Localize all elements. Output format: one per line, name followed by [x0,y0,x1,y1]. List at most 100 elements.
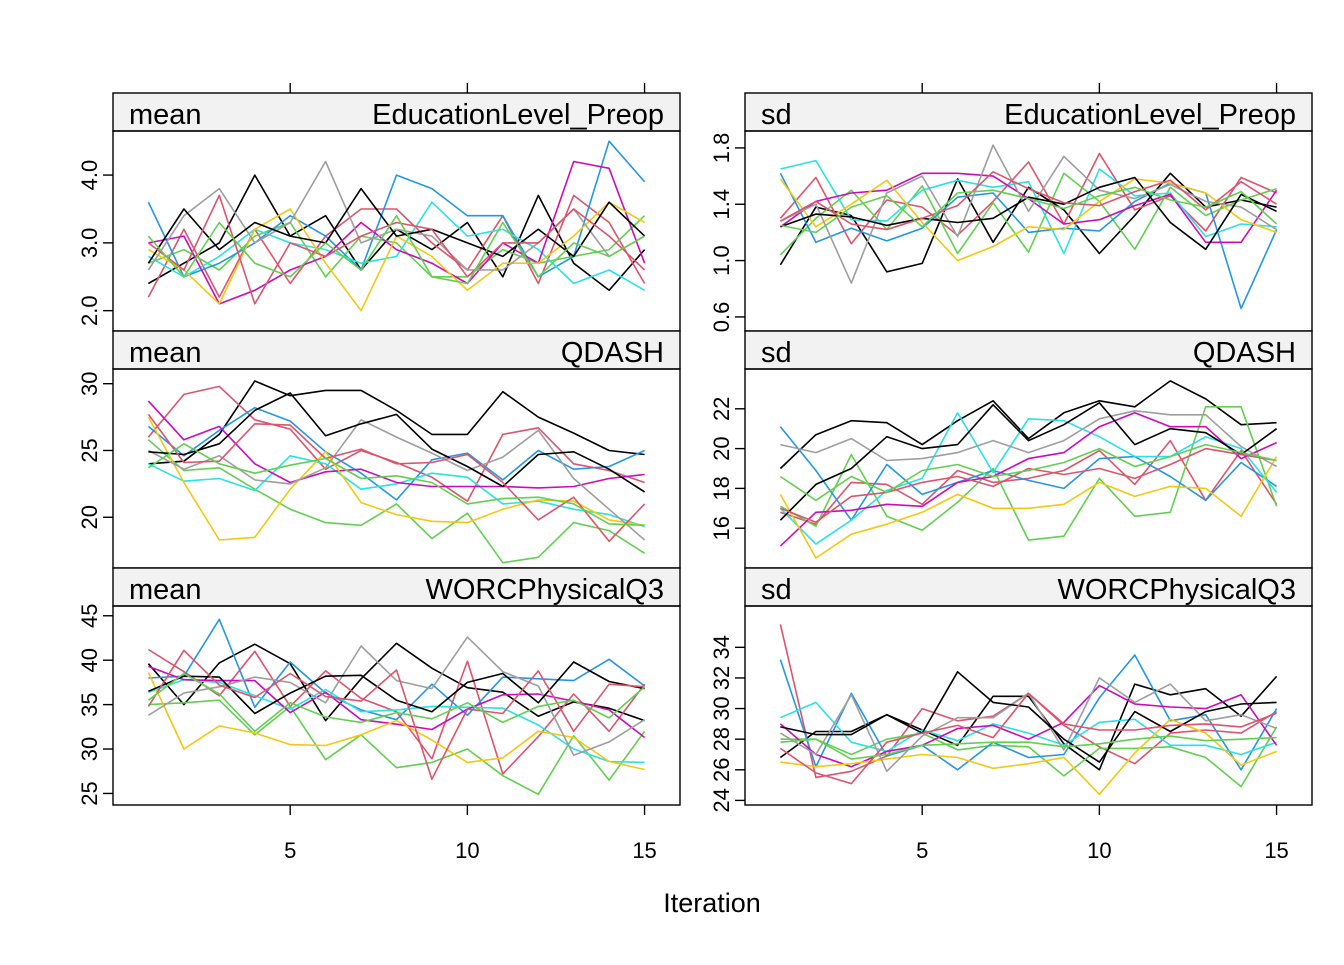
y-tick-label: 1.8 [709,133,734,164]
series-line-11 [147,672,646,733]
strip-variable-label: WORCPhysicalQ3 [426,574,665,606]
y-tick-label: 1.4 [709,189,734,220]
panel-sd-qdash: sd QDASH 16 18 20 22 [709,330,1313,569]
series-line-9 [779,401,1278,521]
series-line-8 [148,418,646,541]
y-tick-label: 25 [77,438,102,462]
y-tick-label: 1.0 [709,245,734,276]
series-line-8 [780,409,1277,468]
series-line-3 [780,405,1278,541]
strip-variable-label: EducationLevel_Preop [372,99,664,131]
series-lines [147,140,646,312]
series-line-5 [780,701,1277,756]
series-line-2 [147,194,646,298]
series-lines [779,380,1278,559]
x-tick-label: 5 [284,838,296,863]
series-line-3 [779,172,1277,256]
x-tick-label: 15 [632,838,656,863]
y-tick-label: 3.0 [77,228,102,259]
y-tick-label: 28 [709,727,734,751]
series-line-7 [779,178,1277,262]
strip-stat-label: mean [129,99,202,131]
series-line-1 [779,675,1278,771]
panel-mean-qdash: mean QDASH 20 25 30 [77,330,681,569]
series-line-2 [147,648,646,775]
series-line-9 [147,187,646,264]
series-line-3 [780,726,1278,788]
series-line-4 [148,618,646,721]
series-line-5 [148,454,645,528]
series-line-1 [148,174,646,292]
panel-frame [112,130,681,332]
series-line-5 [148,201,645,291]
series-line-10 [147,194,646,305]
series-line-2 [779,152,1277,245]
series-line-2 [147,385,645,503]
strip-stat-label: sd [761,99,792,131]
y-tick-label: 2.0 [77,295,102,326]
y-tick-label: 26 [709,758,734,782]
series-line-1 [779,380,1277,470]
strip-background [112,567,681,607]
panel-mean-educationlevel-preop: mean EducationLevel_Preop 2.0 3.0 4.0 [77,92,681,332]
y-tick-label: 30 [77,737,102,761]
series-lines [779,144,1278,310]
series-line-5 [779,411,1278,545]
y-tick-label: 4.0 [77,160,102,191]
strip-stat-label: sd [761,574,792,606]
strip-stat-label: sd [761,337,792,369]
strip-stat-label: mean [129,574,202,606]
panel-frame [112,605,681,806]
y-tick-label: 20 [709,436,734,460]
y-tick-label: 32 [709,666,734,690]
series-lines [147,380,646,564]
series-line-10 [780,447,1277,524]
strip-variable-label: EducationLevel_Preop [1004,99,1296,131]
series-line-11 [147,442,645,527]
series-line-8 [147,636,646,757]
series-line-11 [780,186,1278,234]
x-tick-label: 10 [455,838,479,863]
series-line-10 [147,413,646,543]
trellis-panels: mean EducationLevel_Preop 2.0 3.0 4.0 sd Educa… [77,92,1313,813]
series-lines [147,618,646,796]
series-line-7 [147,416,645,541]
series-line-7 [780,718,1277,796]
panel-sd-educationlevel-preop: sd EducationLevel_Preop 0.6 1.0 1.4 1.8 [709,92,1313,332]
series-line-9 [148,392,646,493]
x-tick-label: 10 [1087,838,1111,863]
series-line-6 [148,160,646,305]
series-line-10 [147,649,645,781]
series-line-1 [147,642,645,722]
y-tick-label: 30 [77,371,102,395]
series-line-6 [779,684,1278,768]
strip-background [112,92,681,132]
series-lines [779,624,1278,796]
y-tick-label: 25 [77,781,102,805]
strip-background [744,567,1313,607]
series-line-4 [147,140,646,278]
panel-mean-worcphysicalq3: mean WORCPhysicalQ3 25 30 35 40 45 [77,567,681,806]
series-line-3 [148,215,646,278]
series-line-3 [148,699,646,796]
strip-variable-label: QDASH [1193,337,1296,369]
y-tick-label: 45 [77,604,102,628]
series-line-11 [780,735,1277,760]
series-line-4 [779,426,1278,522]
strip-variable-label: WORCPhysicalQ3 [1058,574,1297,606]
series-line-8 [780,144,1278,284]
y-tick-label: 40 [77,648,102,672]
series-line-9 [780,670,1277,763]
panel-frame [744,130,1313,332]
series-line-7 [779,456,1278,559]
y-tick-label: 20 [77,505,102,529]
series-line-5 [148,678,645,764]
series-line-10 [780,171,1278,231]
panel-frame [744,605,1313,806]
y-tick-label: 16 [709,516,734,540]
series-line-4 [779,654,1278,771]
x-tick-label: 5 [916,838,928,863]
series-line-10 [779,692,1277,785]
series-line-1 [148,380,645,465]
series-line-6 [148,665,646,739]
